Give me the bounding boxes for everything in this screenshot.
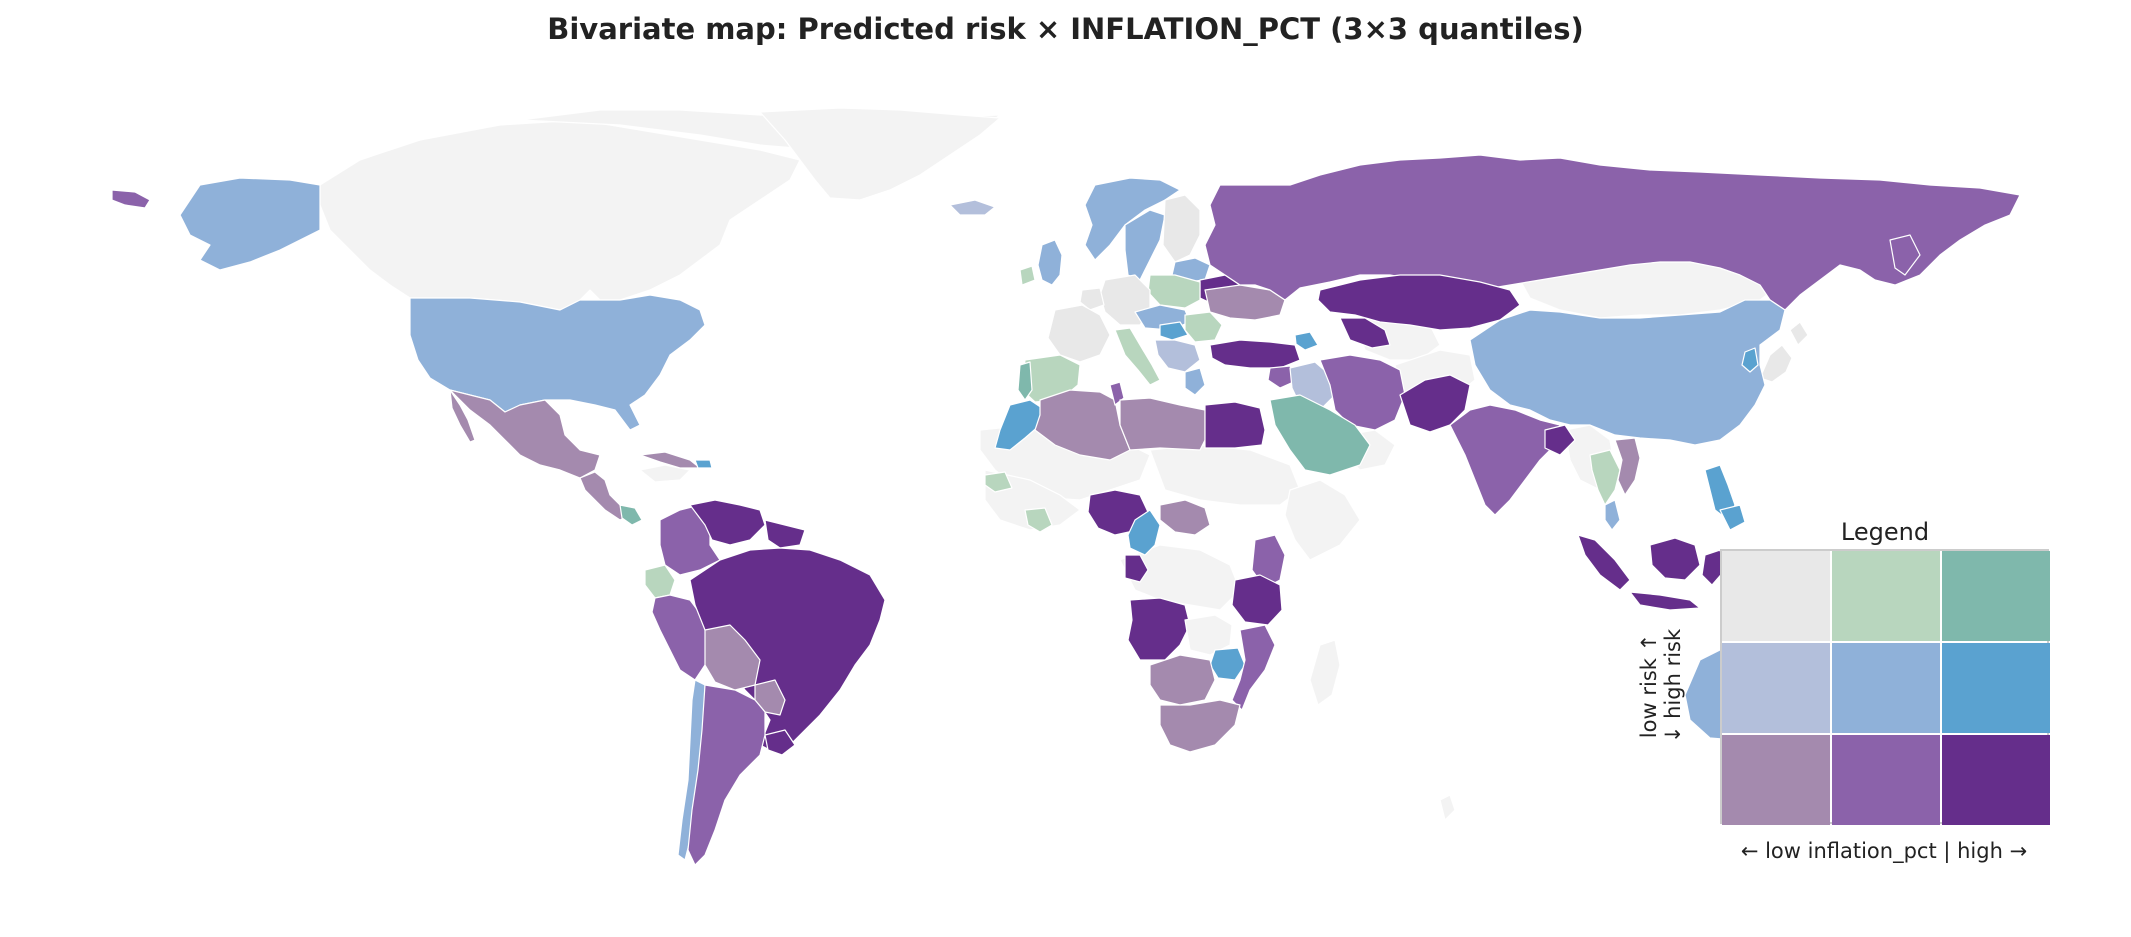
region-senegal: [984, 471, 1013, 493]
region-iceland: [949, 199, 996, 216]
region-japan: [1759, 344, 1793, 383]
region-uzbekistan: [1339, 317, 1391, 349]
region-angola: [1127, 597, 1191, 661]
region-alaska: [179, 177, 321, 271]
region-kamchatka: [1889, 234, 1921, 276]
legend-cell-high-risk-low-inflation: [1722, 735, 1830, 825]
region-indonesia-sumatra: [1577, 534, 1631, 591]
region-korea: [1741, 347, 1759, 373]
region-caribbean-nodata: [639, 464, 691, 483]
region-hungary: [1159, 321, 1189, 341]
region-russia: [1204, 154, 2021, 311]
region-italy: [1114, 327, 1161, 386]
region-india: [1449, 404, 1561, 516]
legend-cell-mid-risk-low-inflation: [1722, 643, 1830, 733]
region-sweden: [1124, 209, 1166, 281]
region-tunisia: [1109, 381, 1125, 406]
region-uruguay: [764, 729, 796, 756]
region-cameroon: [1127, 509, 1161, 556]
region-uk: [1037, 239, 1063, 286]
region-central-africa-nodata: [1119, 544, 1241, 611]
region-ecuador: [644, 564, 676, 599]
region-venezuela: [689, 499, 766, 546]
region-benelux: [1079, 287, 1105, 311]
region-greenland: [759, 107, 1001, 201]
region-south-africa: [1159, 699, 1241, 753]
region-romania: [1184, 311, 1223, 343]
region-guianas: [764, 519, 806, 549]
region-morocco: [994, 399, 1046, 451]
region-madagascar: [1309, 639, 1341, 706]
region-saudi-arabia: [1269, 394, 1371, 476]
region-portugal: [1017, 361, 1033, 401]
region-ireland: [1019, 265, 1036, 286]
region-namibia-botswana: [1149, 654, 1216, 706]
europe: [949, 177, 1286, 403]
region-indonesia-sulawesi: [1701, 549, 1726, 586]
region-caucasus: [1294, 331, 1319, 351]
south-america: [644, 499, 886, 866]
region-balkans: [1154, 339, 1201, 373]
region-costa-rica: [619, 504, 643, 526]
region-sudan-chad: [1149, 444, 1301, 506]
legend-cell-mid-risk-high-inflation: [1942, 643, 2050, 733]
legend-y-axis-label-line1: low risk ↑: [1637, 634, 1661, 738]
region-zambia: [1184, 614, 1233, 656]
region-iran: [1319, 354, 1406, 431]
region-ukraine: [1204, 284, 1286, 321]
north-america: [111, 177, 713, 526]
region-malay-peninsula: [1604, 499, 1621, 531]
legend-y-axis-label-line2: ↓ high risk: [1661, 628, 1685, 743]
region-alaska-west: [111, 189, 151, 209]
region-france: [1047, 304, 1111, 363]
region-horn-of-africa: [1284, 479, 1361, 561]
region-new-zealand: [1439, 794, 1456, 821]
legend: Legend low risk ↑ ↓ high risk ← low infl…: [1637, 518, 2050, 864]
region-poland: [1147, 274, 1201, 309]
legend-cell-high-risk-high-inflation: [1942, 735, 2050, 825]
asia: [1204, 154, 2021, 611]
region-japan-north: [1789, 321, 1809, 346]
region-cuba: [639, 451, 701, 469]
region-argentina: [687, 684, 766, 866]
region-cote-divoire: [1024, 507, 1053, 533]
region-libya: [1119, 397, 1206, 451]
legend-cell-mid-risk-mid-inflation: [1832, 643, 1940, 733]
region-thailand: [1589, 449, 1621, 506]
region-turkey: [1209, 339, 1301, 369]
region-mexico: [449, 389, 601, 479]
region-indonesia-java: [1629, 591, 1701, 611]
region-bangladesh: [1544, 424, 1576, 456]
legend-cell-low-risk-high-inflation: [1942, 551, 2050, 641]
region-zimbabwe: [1209, 647, 1246, 681]
africa: [984, 381, 1286, 753]
legend-title: Legend: [1841, 518, 1929, 546]
region-pakistan: [1399, 374, 1471, 433]
region-mozambique: [1231, 624, 1276, 711]
region-kazakhstan: [1317, 274, 1521, 331]
region-greece: [1184, 367, 1206, 396]
region-baja: [449, 389, 476, 443]
legend-x-axis-label: ← low inflation_pct | high →: [1741, 839, 2027, 864]
legend-cell-high-risk-mid-inflation: [1832, 735, 1940, 825]
legend-grid: [1722, 551, 2050, 825]
region-vietnam: [1614, 437, 1641, 496]
region-tanzania: [1231, 574, 1283, 626]
region-philippines-south: [1719, 504, 1746, 531]
region-egypt: [1204, 401, 1266, 449]
region-dominican: [694, 459, 713, 469]
legend-cell-low-risk-mid-inflation: [1832, 551, 1940, 641]
region-gabon-congo: [1124, 554, 1149, 583]
region-canada: [319, 119, 801, 311]
region-indonesia-borneo: [1649, 537, 1701, 581]
region-peru: [651, 594, 711, 681]
region-finland: [1162, 194, 1201, 263]
region-algeria: [1034, 389, 1131, 461]
map-title: Bivariate map: Predicted risk × INFLATIO…: [547, 12, 1584, 46]
region-china: [1469, 299, 1786, 446]
region-south-sudan-ethiopia: [1159, 499, 1211, 536]
legend-cell-low-risk-low-inflation: [1722, 551, 1830, 641]
